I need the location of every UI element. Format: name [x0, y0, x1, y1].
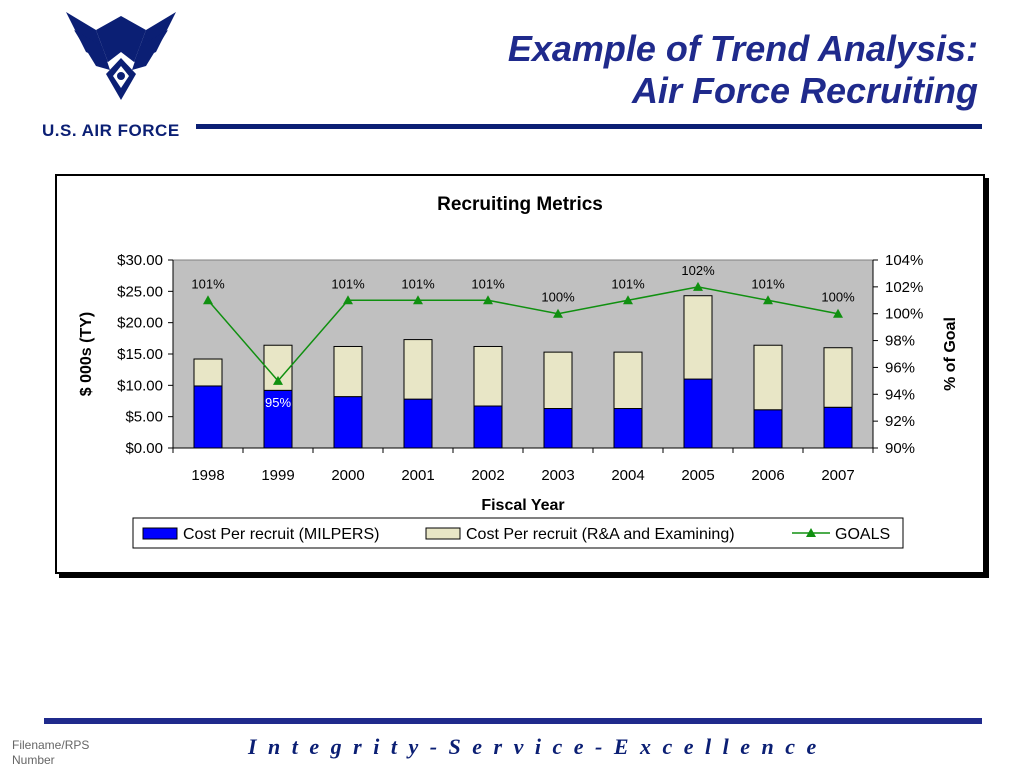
goals-point [623, 295, 633, 305]
chart-container: Recruiting Metrics $0.00 $5.00 $10.00 $15.00… [55, 174, 985, 574]
legend-label-goals: GOALS [835, 526, 890, 543]
bar-ra-examining [333, 345, 363, 398]
header-divider [196, 124, 982, 129]
legend-label-ra-examining: Cost Per recruit (R&A and Examining) [466, 526, 735, 543]
bar-milpers [193, 385, 223, 449]
goals-data-label: 101% [611, 276, 645, 291]
footer-filename: Filename/RPS Number [12, 738, 89, 768]
goals-data-label: 95% [265, 395, 291, 410]
x-tick-label: 1998 [191, 467, 224, 484]
goals-point [833, 308, 843, 318]
y2-tick-label: 94% [885, 386, 915, 403]
goals-data-label: 101% [191, 276, 225, 291]
y-tick-label: $30.00 [117, 252, 163, 269]
chart-title: Recruiting Metrics [437, 194, 603, 215]
x-tick-label: 2007 [821, 467, 854, 484]
footer-motto: I n t e g r i t y - S e r v i c e - E x … [248, 734, 820, 759]
logo-text: U.S. AIR FORCE [42, 121, 180, 140]
goals-point [203, 295, 213, 305]
air-force-wings-emblem-icon [66, 12, 176, 100]
bar-ra-examining [403, 339, 433, 400]
x-tick-label: 2001 [401, 467, 434, 484]
y2-tick-label: 90% [885, 440, 915, 457]
legend-label-milpers: Cost Per recruit (MILPERS) [183, 526, 379, 543]
y2-tick-label: 92% [885, 413, 915, 430]
goals-point [763, 295, 773, 305]
y-tick-label: $5.00 [125, 409, 163, 426]
legend [132, 517, 904, 549]
y2-tick-label: 98% [885, 333, 915, 350]
bar-ra-examining [683, 295, 713, 380]
y-tick-label: $20.00 [117, 315, 163, 332]
x-tick-label: 2002 [471, 467, 504, 484]
y2-tick-label: 102% [885, 279, 923, 296]
goals-point [273, 375, 283, 385]
title-line-2: Air Force Recruiting [631, 70, 978, 111]
y-tick-label: $25.00 [117, 283, 163, 300]
bar-milpers [473, 405, 503, 449]
bar-ra-examining [823, 347, 853, 408]
air-force-logo: U.S. AIR FORCE [40, 8, 200, 140]
goals-data-label: 101% [471, 276, 505, 291]
title-line-1: Example of Trend Analysis: [507, 28, 978, 69]
goals-data-label: 100% [821, 290, 855, 305]
legend-swatch-milpers [142, 527, 178, 540]
y2-axis-label: % of Goal [942, 317, 959, 391]
x-tick-label: 2003 [541, 467, 574, 484]
bar-milpers [403, 398, 433, 449]
x-tick-label: 2000 [331, 467, 364, 484]
bar-milpers [543, 408, 573, 449]
x-axis-label: Fiscal Year [481, 497, 564, 514]
y-tick-label: $15.00 [117, 346, 163, 363]
bar-ra-examining [193, 358, 223, 387]
goals-point [483, 295, 493, 305]
goals-line [207, 286, 839, 383]
bar-milpers [333, 396, 363, 449]
bar-milpers [683, 378, 713, 449]
footer-filename-line-1: Filename/RPS [12, 738, 90, 752]
y2-tick-label: 96% [885, 359, 915, 376]
footer-filename-line-2: Number [12, 753, 55, 767]
goals-point [553, 308, 563, 318]
y-tick-label: $10.00 [117, 377, 163, 394]
y-axis-label: $ 000s (TY) [78, 312, 95, 396]
bar-ra-examining [753, 344, 783, 411]
goals-data-label: 101% [331, 276, 365, 291]
y-tick-label: $0.00 [125, 440, 163, 457]
legend-swatch-ra-examining [425, 527, 461, 540]
goals-data-label: 101% [751, 276, 785, 291]
goals-point [693, 281, 703, 291]
bar-milpers [753, 409, 783, 449]
x-tick-label: 2006 [751, 467, 784, 484]
y2-tick-label: 104% [885, 252, 923, 269]
x-tick-label: 1999 [261, 467, 294, 484]
bar-ra-examining [613, 351, 643, 410]
legend-swatch-goals-marker [806, 528, 816, 537]
bar-ra-examining [473, 345, 503, 407]
goals-data-label: 101% [401, 276, 435, 291]
page-title: Example of Trend Analysis: Air Force Rec… [508, 28, 978, 112]
footer-divider [44, 718, 982, 724]
goals-point [343, 295, 353, 305]
goals-point [413, 295, 423, 305]
bar-milpers [613, 408, 643, 449]
y2-tick-label: 100% [885, 306, 923, 323]
x-tick-label: 2005 [681, 467, 714, 484]
recruiting-metrics-chart: Recruiting Metrics $0.00 $5.00 $10.00 $15.00… [78, 194, 959, 549]
goals-data-label: 102% [681, 263, 715, 278]
goals-data-label: 100% [541, 290, 575, 305]
x-tick-label: 2004 [611, 467, 644, 484]
bar-ra-examining [543, 351, 573, 410]
bar-milpers [823, 406, 853, 449]
